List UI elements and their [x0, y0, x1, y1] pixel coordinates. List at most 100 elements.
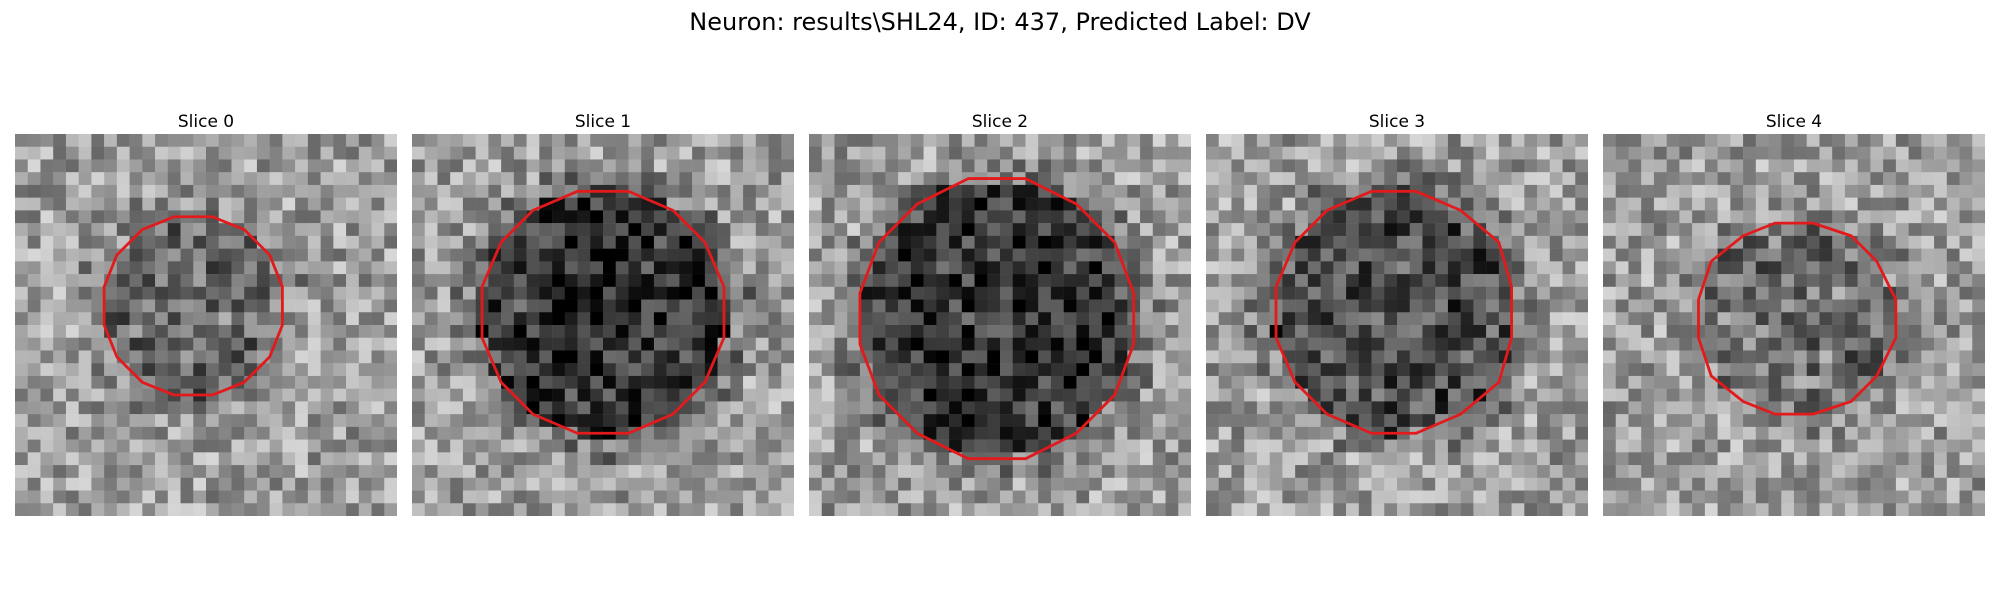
pixel — [1218, 388, 1232, 402]
pixel — [949, 184, 963, 198]
pixel — [539, 388, 553, 402]
pixel — [1946, 325, 1960, 338]
pixel — [269, 172, 283, 186]
pixel — [1641, 375, 1655, 389]
pixel — [615, 235, 629, 249]
pixel — [1152, 274, 1166, 288]
pixel — [1870, 286, 1884, 300]
pixel — [1152, 134, 1166, 147]
pixel — [1895, 490, 1909, 504]
pixel — [1806, 172, 1820, 186]
pixel — [1178, 261, 1191, 275]
pixel — [1320, 439, 1334, 453]
pixel — [743, 197, 757, 211]
pixel — [1921, 325, 1935, 338]
pixel — [1844, 325, 1858, 338]
pixel — [1101, 286, 1115, 300]
slice-image — [412, 134, 794, 516]
pixel — [781, 197, 794, 211]
pixel — [358, 134, 372, 147]
pixel — [872, 223, 886, 237]
pixel — [412, 325, 425, 338]
pixel — [1307, 159, 1321, 173]
pixel — [1870, 146, 1884, 160]
pixel — [1562, 184, 1576, 198]
pixel — [53, 414, 67, 428]
pixel — [1282, 477, 1296, 491]
pixel — [1063, 490, 1077, 504]
pixel — [653, 401, 667, 415]
pixel — [1371, 261, 1385, 275]
pixel — [371, 490, 385, 504]
pixel — [384, 286, 397, 300]
pixel — [1409, 299, 1423, 313]
pixel — [768, 299, 782, 313]
pixel — [1447, 210, 1461, 224]
pixel — [704, 146, 718, 160]
pixel — [679, 248, 693, 262]
pixel — [1498, 439, 1512, 453]
pixel — [1333, 146, 1347, 160]
pixel — [1498, 134, 1512, 147]
pixel — [1244, 197, 1258, 211]
pixel — [974, 261, 988, 275]
pixel — [704, 325, 718, 338]
pixel — [193, 375, 207, 389]
pixel — [116, 503, 130, 516]
pixel — [358, 210, 372, 224]
pixel — [1641, 426, 1655, 440]
pixel — [65, 439, 79, 453]
pixel — [1307, 146, 1321, 160]
pixel — [501, 452, 515, 466]
pixel — [437, 312, 451, 326]
pixel — [307, 210, 321, 224]
pixel — [577, 248, 591, 262]
pixel — [1397, 414, 1410, 428]
pixel — [898, 184, 912, 198]
pixel — [1934, 210, 1948, 224]
pixel — [1140, 363, 1154, 377]
pixel — [1628, 235, 1642, 249]
pixel — [1050, 159, 1064, 173]
pixel — [590, 414, 604, 428]
pixel — [936, 465, 950, 479]
pixel — [755, 452, 769, 466]
pixel — [1346, 299, 1360, 313]
pixel — [1908, 490, 1922, 504]
pixel — [1320, 172, 1334, 186]
pixel — [1101, 159, 1115, 173]
pixel — [193, 312, 207, 326]
pixel — [1972, 490, 1985, 504]
pixel — [333, 299, 347, 313]
pixel — [781, 184, 794, 198]
pixel — [1140, 274, 1154, 288]
pixel — [129, 146, 143, 160]
pixel — [885, 477, 899, 491]
pixel — [91, 414, 105, 428]
pixel — [206, 172, 219, 186]
pixel — [552, 477, 566, 491]
pixel — [15, 299, 28, 313]
pixel — [1628, 337, 1642, 351]
pixel — [641, 426, 655, 440]
pixel — [91, 261, 105, 275]
pixel — [116, 490, 130, 504]
pixel — [1025, 159, 1039, 173]
pixel — [1946, 439, 1960, 453]
pixel — [1972, 426, 1985, 440]
pixel — [1641, 363, 1655, 377]
pixel — [1768, 299, 1782, 313]
pixel — [1333, 388, 1347, 402]
pixel — [1165, 325, 1179, 338]
pixel — [1895, 325, 1909, 338]
pixel — [1959, 337, 1973, 351]
pixel — [462, 503, 476, 516]
pixel — [1127, 134, 1141, 147]
pixel — [1641, 261, 1655, 275]
pixel — [628, 375, 642, 389]
pixel — [1333, 477, 1347, 491]
pixel — [717, 503, 731, 516]
pixel — [1178, 172, 1191, 186]
pixel — [1794, 274, 1807, 288]
pixel — [1038, 146, 1052, 160]
